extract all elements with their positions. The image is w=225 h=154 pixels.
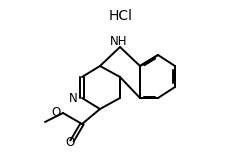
Text: NH: NH bbox=[109, 35, 127, 48]
Text: N: N bbox=[69, 91, 78, 105]
Text: O: O bbox=[65, 136, 74, 149]
Text: HCl: HCl bbox=[108, 9, 132, 23]
Text: O: O bbox=[52, 106, 61, 119]
